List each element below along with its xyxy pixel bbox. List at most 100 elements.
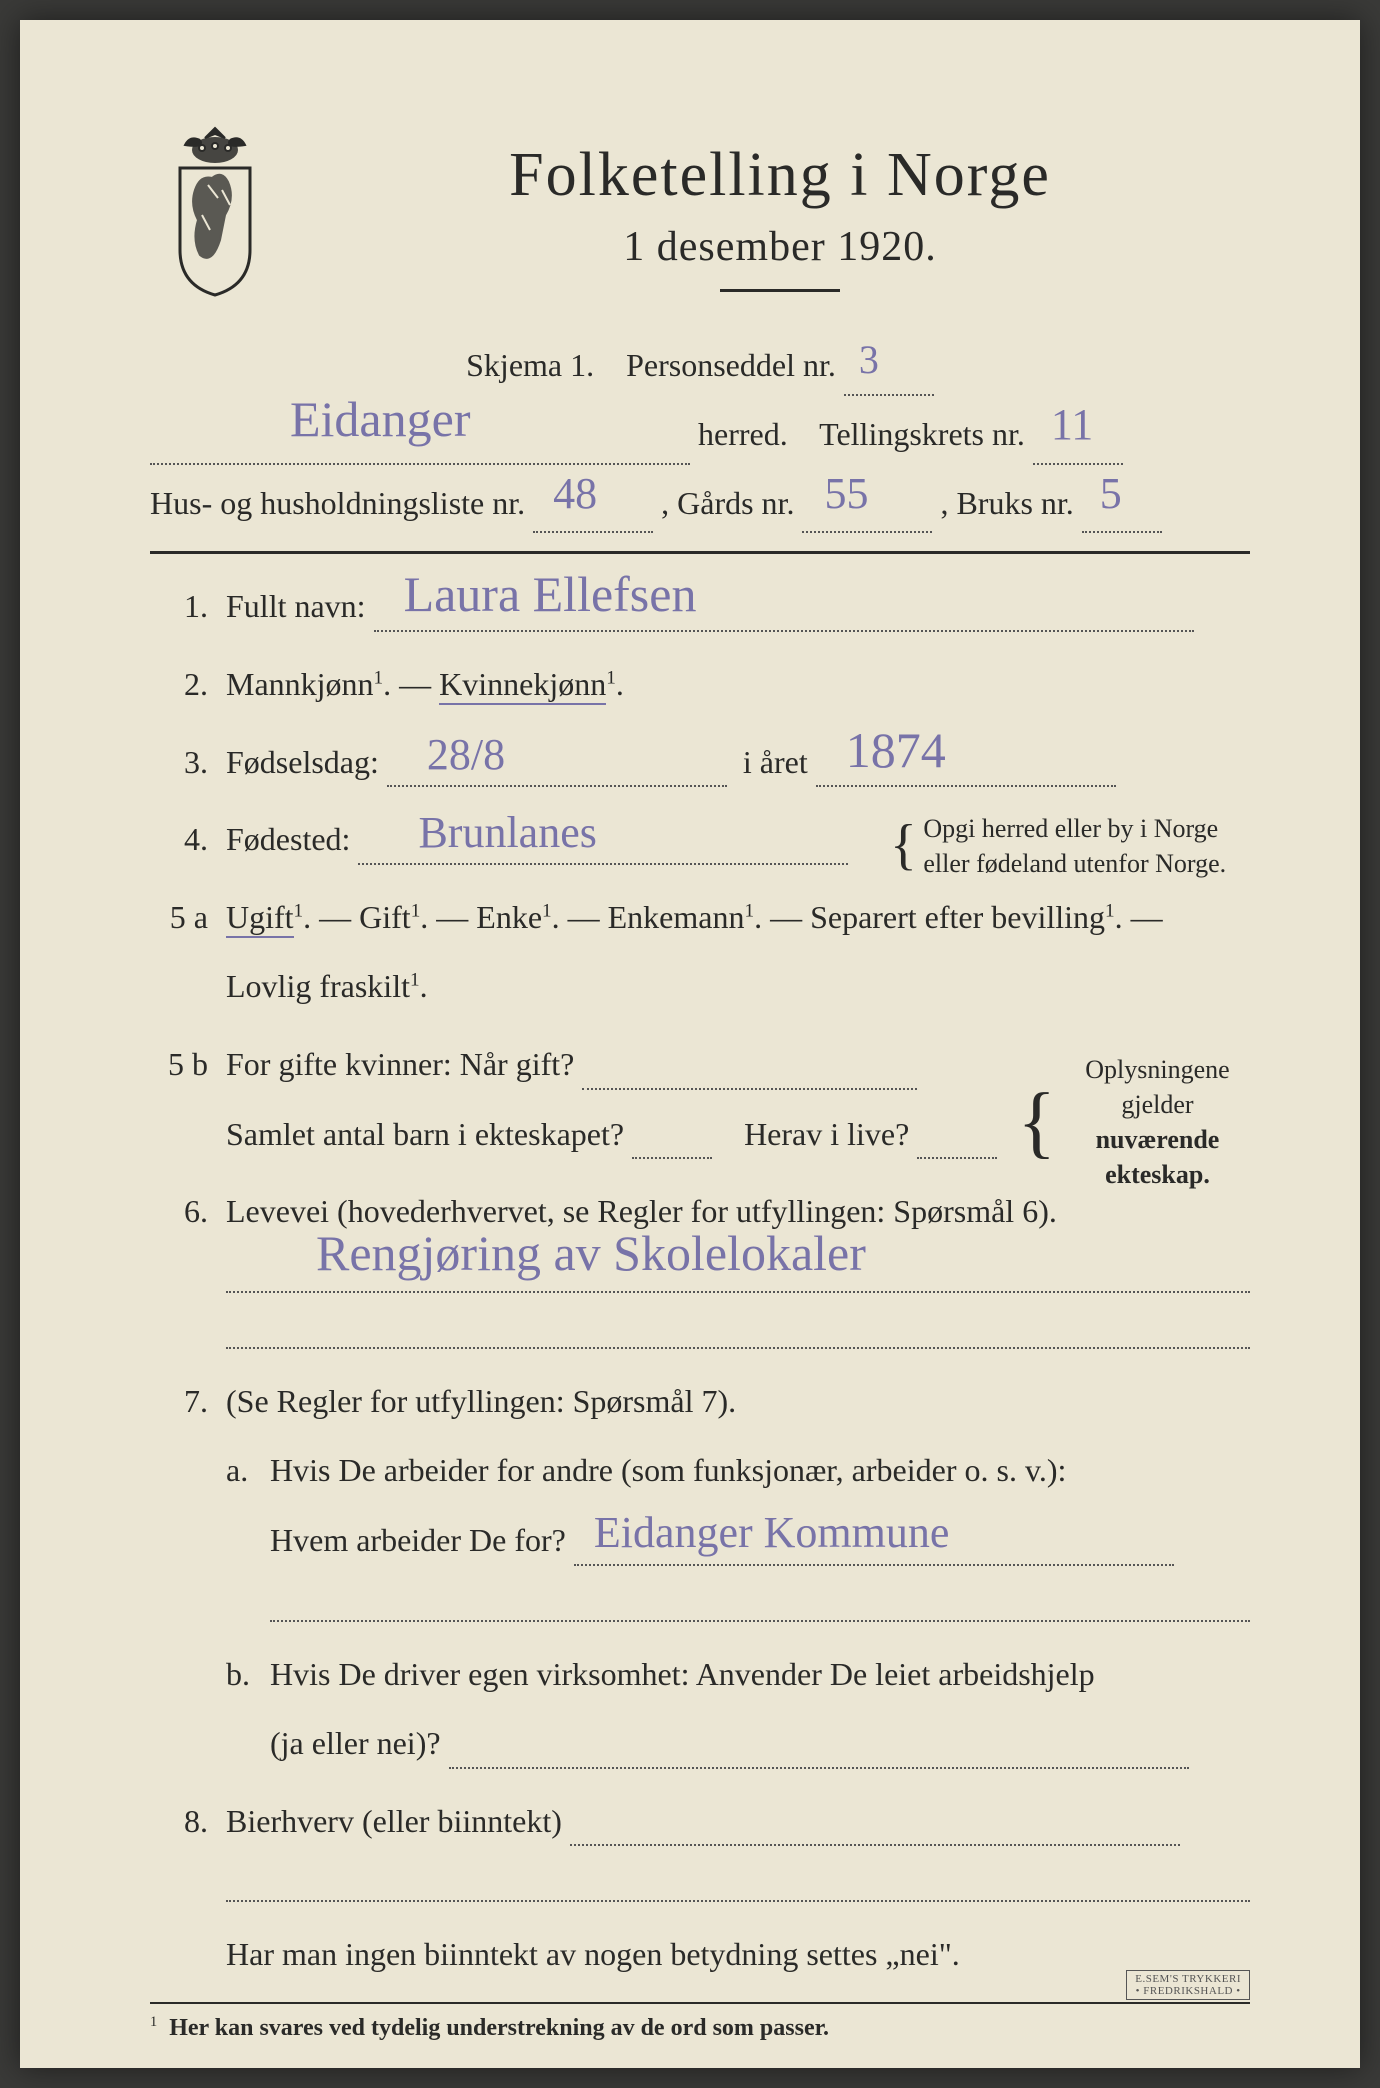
footnote: 1 Her kan svares ved tydelig understrekn… [150, 2014, 1250, 2042]
q8-num: 8. [150, 1797, 208, 1903]
q4-note-b: eller fødeland utenfor Norge. [923, 849, 1226, 878]
question-2: 2. Mannkjønn1. — Kvinnekjønn1. [150, 660, 1250, 710]
q7b-letter: b. [226, 1650, 256, 1769]
q5b-note: { Oplysningene gjelder nuværende ekteska… [1010, 1052, 1260, 1192]
bruks-field: 5 [1082, 500, 1162, 534]
q5b-note1: Oplysningene [1085, 1055, 1229, 1084]
hus-label: Hus- og husholdningsliste nr. [150, 485, 525, 521]
q8-field [570, 1813, 1180, 1847]
q6-field: Rengjøring av Skolelokaler [226, 1255, 1250, 1293]
meta-line-3: Hus- og husholdningsliste nr. 48 , Gårds… [150, 473, 1250, 534]
q5b-body: For gifte kvinner: Når gift? Samlet anta… [226, 1040, 1250, 1159]
q8-field-2 [226, 1864, 1250, 1902]
question-3: 3. Fødselsdag: 28/8 i året 1874 [150, 738, 1250, 788]
q5b-l2b: Herav i live? [744, 1116, 909, 1152]
q3-body: Fødselsdag: 28/8 i året 1874 [226, 738, 1250, 788]
hus-field: 48 [533, 500, 653, 534]
tellingskrets-value: 11 [1051, 383, 1093, 467]
q3-mid: i året [743, 744, 808, 780]
tail-note: Har man ingen biinntekt av nogen betydni… [226, 1930, 1250, 1980]
form-meta: Skjema 1. Personseddel nr. 3 Eidanger he… [150, 335, 1250, 533]
q5b-note2: gjelder [1121, 1090, 1193, 1119]
q1-body: Fullt navn: Laura Ellefsen [226, 582, 1250, 632]
section-divider [150, 551, 1250, 554]
q7a-field: Eidanger Kommune [574, 1532, 1174, 1566]
q2-body: Mannkjønn1. — Kvinnekjønn1. [226, 660, 1250, 710]
q4-note: { Opgi herred eller by i Norge eller fød… [890, 811, 1260, 881]
gards-label: , Gårds nr. [661, 485, 794, 521]
q7b-body: Hvis De driver egen virksomhet: Anvender… [270, 1650, 1250, 1769]
footnote-text: Her kan svares ved tydelig understreknin… [169, 2015, 829, 2041]
q7b: b. Hvis De driver egen virksomhet: Anven… [226, 1650, 1250, 1769]
q7-body: (Se Regler for utfyllingen: Spørsmål 7).… [226, 1377, 1250, 1769]
q4-body: Fødested: Brunlanes { Opgi herred eller … [226, 815, 1250, 865]
q6-num: 6. [150, 1187, 208, 1349]
q2-opt-a: Mannkjønn [226, 666, 374, 702]
main-title: Folketelling i Norge [310, 140, 1250, 211]
q2-sup-a: 1 [374, 667, 384, 688]
q3-num: 3. [150, 738, 208, 788]
q2-opt-b: Kvinnekjønn [439, 666, 606, 705]
q5b-num: 5 b [150, 1040, 208, 1159]
q5a-opt-2: Enke [476, 899, 542, 935]
q5b-field2 [632, 1126, 712, 1160]
subtitle: 1 desember 1920. [310, 223, 1250, 271]
q4-num: 4. [150, 815, 208, 865]
question-4: 4. Fødested: Brunlanes { Opgi herred ell… [150, 815, 1250, 865]
q7b-l1: Hvis De driver egen virksomhet: Anvender… [270, 1656, 1095, 1692]
hus-value: 48 [553, 452, 597, 536]
q4-label: Fødested: [226, 821, 350, 857]
q5a-opt-3: Enkemann [608, 899, 745, 935]
meta-line-2: Eidanger herred. Tellingskrets nr. 11 [150, 404, 1250, 465]
question-7: 7. (Se Regler for utfyllingen: Spørsmål … [150, 1377, 1250, 1769]
question-5a: 5 a Ugift1. — Gift1. — Enke1. — Enkemann… [150, 893, 1250, 1012]
header: Folketelling i Norge 1 desember 1920. [150, 140, 1250, 300]
q6-body: Levevei (hovederhvervet, se Regler for u… [226, 1187, 1250, 1349]
q5a-line2: Lovlig fraskilt [226, 968, 410, 1004]
q2-num: 2. [150, 660, 208, 710]
footnote-marker: 1 [150, 2014, 157, 2030]
q6-value: Rengjøring av Skolelokaler [316, 1215, 866, 1293]
printer-stamp: E.SEM'S TRYKKERI • FREDRIKSHALD • [1126, 1970, 1250, 2000]
q8-label: Bierhverv (eller biinntekt) [226, 1803, 562, 1839]
question-6: 6. Levevei (hovederhvervet, se Regler fo… [150, 1187, 1250, 1349]
q7-label: (Se Regler for utfyllingen: Spørsmål 7). [226, 1383, 736, 1419]
q1-num: 1. [150, 582, 208, 632]
crest-svg [150, 120, 280, 300]
q1-value: Laura Ellefsen [404, 556, 697, 634]
q7a-l2: Hvem arbeider De for? [270, 1522, 566, 1558]
q7a-letter: a. [226, 1446, 256, 1621]
question-1: 1. Fullt navn: Laura Ellefsen [150, 582, 1250, 632]
question-8: 8. Bierhverv (eller biinntekt) [150, 1797, 1250, 1903]
personseddel-field: 3 [844, 362, 934, 396]
skjema-label: Skjema 1. [466, 347, 594, 383]
q3-day-value: 28/8 [427, 721, 505, 789]
herred-field: Eidanger [150, 431, 690, 465]
q7a-field-2 [270, 1584, 1250, 1622]
footer-divider [150, 2002, 1250, 2004]
tellingskrets-label: Tellingskrets nr. [819, 416, 1025, 452]
q7b-field [449, 1735, 1189, 1769]
q1-label: Fullt navn: [226, 588, 366, 624]
q4-value: Brunlanes [418, 799, 596, 867]
q4-field: Brunlanes [358, 831, 848, 865]
q8-body: Bierhverv (eller biinntekt) [226, 1797, 1250, 1903]
q4-note-a: Opgi herred eller by i Norge [923, 814, 1218, 843]
brace-icon: { [890, 829, 917, 863]
title-divider [720, 289, 840, 292]
coat-of-arms-icon [150, 120, 280, 300]
title-block: Folketelling i Norge 1 desember 1920. [310, 140, 1250, 292]
bruks-label: , Bruks nr. [940, 485, 1073, 521]
q5b-field1 [582, 1056, 917, 1090]
q3-year-field: 1874 [816, 754, 1116, 788]
q5b-note3: ekteskap. [1105, 1160, 1210, 1189]
q2-sup-b: 1 [606, 667, 616, 688]
gards-field: 55 [802, 500, 932, 534]
q5a-opt-4: Separert efter bevilling [810, 899, 1105, 935]
question-5b: 5 b For gifte kvinner: Når gift? Samlet … [150, 1040, 1250, 1159]
bruks-value: 5 [1100, 452, 1122, 536]
q7-num: 7. [150, 1377, 208, 1769]
q3-day-field: 28/8 [387, 754, 727, 788]
q5b-l2a: Samlet antal barn i ekteskapet? [226, 1116, 624, 1152]
stamp-line-a: E.SEM'S TRYKKERI [1135, 1973, 1241, 1985]
